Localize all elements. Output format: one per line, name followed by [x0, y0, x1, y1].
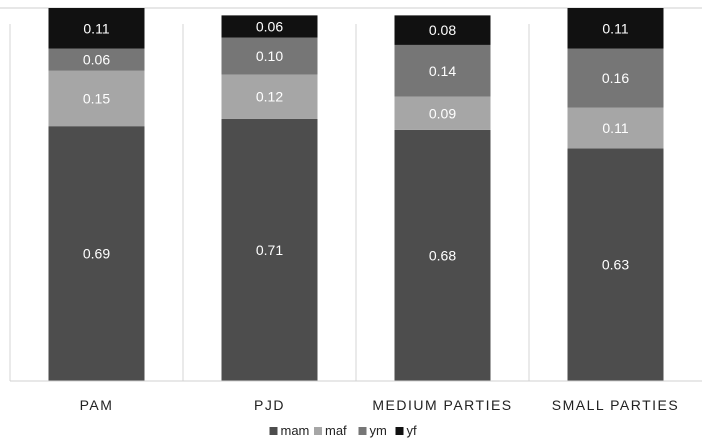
bar-segment-yf-pam: [48, 8, 145, 49]
category-separators: [9, 24, 530, 381]
bar-segment-ym-medium-parties: [394, 44, 491, 97]
data-label-yf-pam: 0.11: [83, 20, 109, 36]
bar-segment-mam-small-parties: [567, 148, 664, 381]
data-label-maf-small-parties: 0.11: [602, 120, 628, 136]
data-label-mam-medium-parties: 0.68: [429, 247, 456, 263]
data-label-maf-pam: 0.15: [83, 90, 110, 106]
data-label-yf-medium-parties: 0.08: [429, 22, 456, 38]
legend-swatch-ym: [358, 427, 367, 435]
x-tick-labels: PAM PJD MEDIUM PARTIES SMALL PARTIES: [80, 397, 679, 413]
x-tick-label: SMALL PARTIES: [552, 397, 679, 413]
data-label-yf-pjd: 0.06: [256, 18, 283, 34]
bar-segment-maf-small-parties: [567, 107, 664, 149]
data-label-mam-small-parties: 0.63: [602, 257, 629, 273]
x-tick-label: PAM: [80, 397, 114, 413]
legend: mam maf ym yf: [269, 423, 418, 438]
legend-label-maf: maf: [325, 423, 347, 438]
bar-segment-maf-medium-parties: [394, 96, 491, 130]
bar-segment-ym-pjd: [221, 37, 318, 75]
legend-label-mam: mam: [281, 423, 310, 438]
bar-segment-yf-medium-parties: [394, 15, 491, 45]
x-tick-label: PJD: [254, 397, 285, 413]
data-label-yf-small-parties: 0.11: [602, 20, 628, 36]
bars-group: 0.69 0.15 0.06 0.11 0.71 0.12 0.10 0.06 0.68 0.09…: [48, 8, 664, 381]
legend-label-yf: yf: [407, 423, 418, 438]
data-label-mam-pam: 0.69: [83, 246, 110, 262]
legend-swatch-maf: [314, 427, 322, 435]
bar-segment-mam-medium-parties: [394, 129, 491, 381]
data-label-maf-medium-parties: 0.09: [429, 105, 456, 121]
data-label-ym-medium-parties: 0.14: [429, 63, 456, 79]
data-label-maf-pjd: 0.12: [256, 89, 283, 105]
data-label-ym-pam: 0.06: [83, 52, 110, 68]
bar-segment-ym-pam: [48, 48, 145, 71]
x-tick-label: MEDIUM PARTIES: [372, 397, 512, 413]
legend-swatch-mam: [269, 427, 278, 435]
bar-segment-mam-pam: [48, 126, 145, 381]
data-label-ym-pjd: 0.10: [256, 48, 283, 64]
bar-segment-ym-small-parties: [567, 48, 664, 108]
bar-segment-mam-pjd: [221, 118, 318, 381]
data-label-mam-pjd: 0.71: [256, 242, 283, 258]
bar-segment-yf-pjd: [221, 15, 318, 38]
bar-segment-maf-pjd: [221, 74, 318, 119]
bar-segment-maf-pam: [48, 70, 145, 127]
legend-label-ym: ym: [370, 423, 387, 438]
data-label-ym-small-parties: 0.16: [602, 70, 629, 86]
bar-segment-yf-small-parties: [567, 8, 664, 49]
legend-swatch-yf: [395, 427, 404, 435]
